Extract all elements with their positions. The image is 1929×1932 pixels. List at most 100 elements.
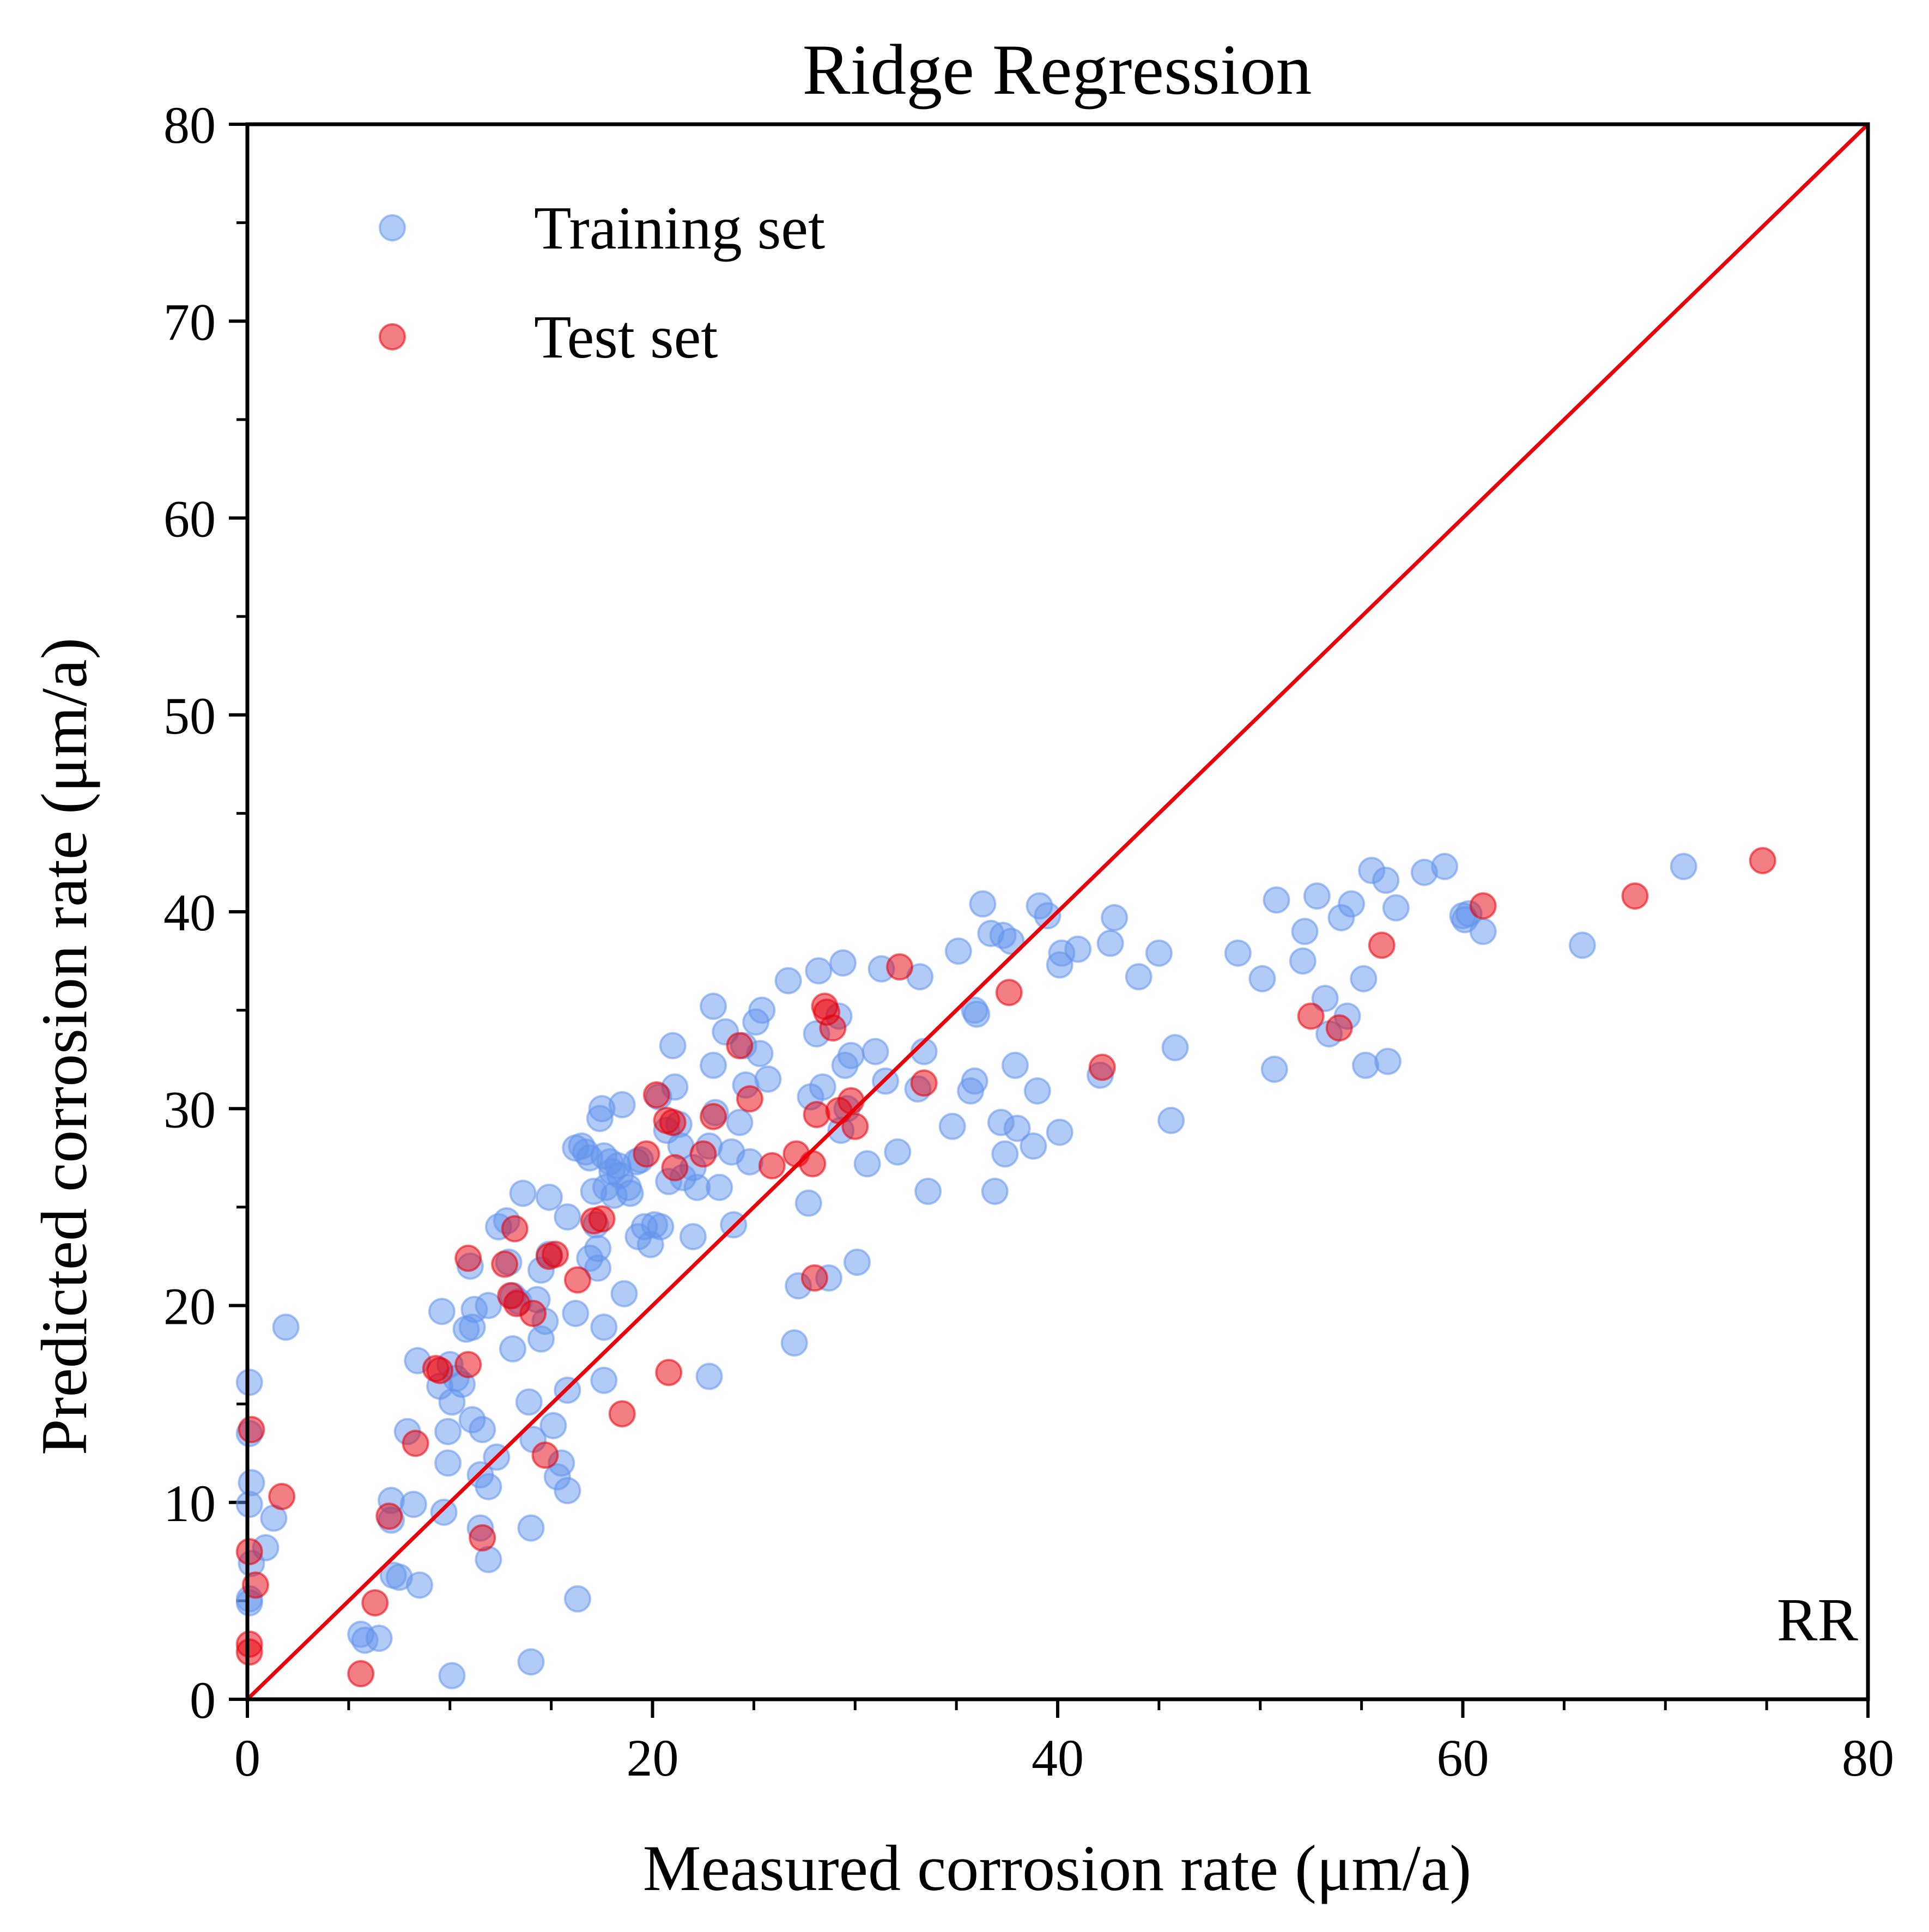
training-set-point xyxy=(1248,965,1276,992)
plot-area: 0 20 40 60 80 0 10 20 30 40 50 60 70 80 Training set Te… xyxy=(163,96,1894,1787)
test-set-point xyxy=(1621,882,1649,910)
training-set-point xyxy=(1096,929,1124,957)
y-tick-label: 10 xyxy=(163,1474,216,1533)
training-set-point xyxy=(726,1109,754,1136)
training-set-point xyxy=(1670,852,1697,880)
test-set-point xyxy=(501,1215,529,1243)
training-set-point xyxy=(1568,931,1596,959)
test-set-point xyxy=(655,1359,683,1386)
test-set-point xyxy=(563,1266,591,1294)
test-set-point xyxy=(454,1244,482,1272)
training-set-point xyxy=(1020,1132,1047,1160)
training-set-point xyxy=(961,1067,988,1095)
training-set-point xyxy=(981,1177,1009,1205)
y-tick-label: 20 xyxy=(163,1277,216,1336)
test-set-point xyxy=(661,1154,689,1182)
test-set-point xyxy=(1297,1002,1325,1030)
test-set-point xyxy=(426,1356,454,1384)
test-set-point xyxy=(588,1205,616,1233)
y-tick-label: 50 xyxy=(163,687,216,745)
training-set-point xyxy=(428,1298,456,1325)
training-set-point xyxy=(837,1041,865,1069)
y-tick-label: 40 xyxy=(163,883,216,942)
training-set-point xyxy=(499,1335,526,1362)
training-set-point xyxy=(914,1177,942,1205)
x-tick-label: 20 xyxy=(627,1729,679,1787)
y-tick-label: 60 xyxy=(163,490,216,548)
training-set-point xyxy=(535,1183,563,1211)
training-set-point xyxy=(997,928,1025,955)
y-tick-label: 30 xyxy=(163,1080,216,1138)
training-set-point xyxy=(1382,894,1410,922)
training-set-point xyxy=(509,1179,537,1207)
test-set-point xyxy=(841,1112,869,1140)
test-set-point xyxy=(375,1503,403,1530)
training-set-point xyxy=(539,1412,567,1439)
training-set-point xyxy=(1431,852,1459,880)
training-set-point xyxy=(754,1065,782,1093)
training-set-point xyxy=(700,992,727,1020)
training-set-point xyxy=(969,890,997,918)
training-set-point xyxy=(1311,984,1339,1012)
test-set-point xyxy=(268,1482,296,1510)
test-set-point xyxy=(1325,1014,1353,1042)
training-set-point xyxy=(399,1491,427,1518)
test-set-point xyxy=(1469,892,1497,920)
test-set-point xyxy=(1088,1053,1116,1081)
training-set-point xyxy=(853,1150,881,1178)
training-set-point xyxy=(1064,935,1092,963)
test-set-point xyxy=(700,1103,727,1130)
training-set-point xyxy=(884,1138,912,1166)
legend-marker xyxy=(379,214,406,241)
test-set-point xyxy=(837,1087,865,1115)
y-axis-title: Predicted corrosion rate (μm/a) xyxy=(28,638,100,1455)
test-set-point xyxy=(608,1400,636,1428)
test-set-point xyxy=(469,1524,496,1552)
training-set-point xyxy=(1374,1047,1402,1075)
training-set-point xyxy=(706,1173,733,1201)
training-set-point xyxy=(1023,1077,1051,1105)
identity-reference-line xyxy=(246,123,1870,1701)
training-set-point xyxy=(1291,918,1319,946)
test-set-point xyxy=(659,1109,687,1136)
training-set-point xyxy=(434,1418,462,1445)
training-set-point xyxy=(944,937,972,965)
training-set-point xyxy=(647,1213,675,1240)
training-set-point xyxy=(991,1140,1019,1168)
test-set-point xyxy=(758,1152,786,1180)
training-set-point xyxy=(780,1329,808,1357)
test-set-point xyxy=(531,1442,559,1469)
x-tick-label: 80 xyxy=(1842,1729,1894,1787)
training-set-point xyxy=(517,1648,545,1676)
training-set-point xyxy=(736,1148,763,1176)
training-set-point xyxy=(430,1498,458,1526)
training-set-point xyxy=(1469,918,1497,946)
test-set-point xyxy=(361,1589,389,1616)
training-set-point xyxy=(438,1662,466,1689)
test-set-point xyxy=(1749,847,1776,875)
training-set-point xyxy=(1350,965,1378,992)
training-set-point xyxy=(554,1203,581,1231)
training-set-point xyxy=(829,949,857,977)
training-set-point xyxy=(659,1032,687,1059)
plot-frame xyxy=(245,122,1870,1701)
y-tick-label: 80 xyxy=(163,96,216,154)
training-set-point xyxy=(700,1051,727,1079)
model-annotation: RR xyxy=(1777,1586,1859,1654)
legend-marker xyxy=(379,323,406,350)
training-set-point xyxy=(794,1189,822,1217)
training-set-point xyxy=(1001,1051,1029,1079)
training-set-point xyxy=(1003,1115,1031,1142)
training-set-point xyxy=(1338,890,1366,918)
test-set-point xyxy=(402,1430,429,1457)
x-tick-label: 40 xyxy=(1032,1729,1084,1787)
training-set-point xyxy=(405,1571,433,1599)
test-set-point xyxy=(689,1140,717,1168)
training-set-point xyxy=(1125,963,1152,991)
training-set-point xyxy=(562,1299,590,1327)
training-set-point xyxy=(1145,939,1173,967)
test-set-point xyxy=(886,953,914,981)
training-set-point xyxy=(695,1362,723,1390)
training-set-point xyxy=(475,1292,502,1319)
